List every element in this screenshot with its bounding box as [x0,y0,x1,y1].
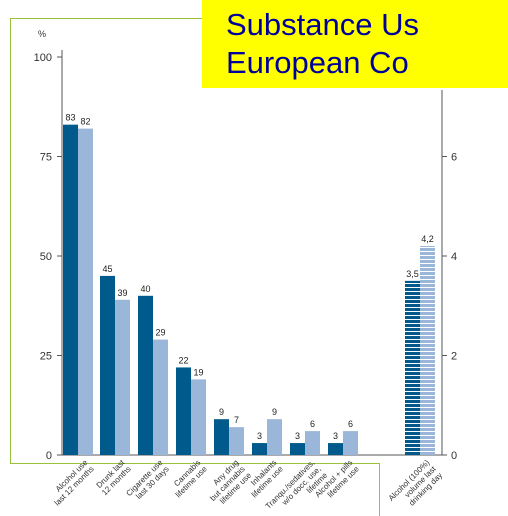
data-label-s2-c3: 29 [155,328,165,338]
right-tick-label-2: 2 [451,351,457,363]
right-tick-label-4: 4 [451,251,457,263]
frame-left-border [10,18,11,464]
data-label-s2-c7: 6 [310,419,315,429]
data-label-s1-c6: 3 [257,431,262,441]
data-label-s1-c3: 40 [140,284,150,294]
axes: % 0 25 50 75 100 0 2 4 6 [34,29,457,462]
bar-s1-c5 [214,419,229,455]
left-axis-unit: % [38,29,46,39]
bar-s1-c7 [290,443,305,455]
title-line-2: European Co [226,45,409,80]
data-label-s2-c1: 82 [80,117,90,127]
bar-s1-c3 [138,295,153,455]
data-label-s1-c2: 45 [102,264,112,274]
bar-s2-c9 [420,246,435,455]
data-label-s1-c1: 83 [65,113,75,123]
bars [63,124,435,455]
bar-s2-c5 [229,427,244,455]
right-tick-label-6: 6 [451,152,457,164]
bar-s1-c4 [176,367,191,455]
data-label-s2-c6: 9 [272,407,277,417]
frame-right-border [379,463,380,516]
bar-s2-c6 [267,419,282,455]
bar-s2-c2 [115,299,130,455]
title-line-1: Substance Us [226,7,419,42]
bar-s2-c4 [191,379,206,455]
title-box: Substance Us European Co [202,0,508,88]
data-label-s2-c5: 7 [234,415,239,425]
data-label-s1-c9: 3,5 [406,269,419,279]
bar-s2-c7 [305,431,320,455]
bar-s1-c8 [328,443,343,455]
left-tick-label-0: 0 [46,450,52,462]
bar-s2-c1 [78,128,93,455]
bar-s2-c3 [153,339,168,455]
bar-s1-c6 [252,443,267,455]
data-label-s1-c5: 9 [219,407,224,417]
left-tick-label-75: 75 [40,152,52,164]
bar-s1-c2 [100,275,115,455]
left-tick-label-25: 25 [40,351,52,363]
bar-s1-c9 [405,280,420,455]
data-label-s1-c8: 3 [333,431,338,441]
data-label-s2-c2: 39 [117,288,127,298]
data-label-s2-c9: 4,2 [421,234,434,244]
left-tick-label-100: 100 [34,52,52,64]
bar-s1-c1 [63,124,78,455]
data-label-s1-c4: 22 [178,355,188,365]
data-label-s2-c8: 6 [348,419,353,429]
frame-bottom-border [10,463,380,464]
data-label-s1-c7: 3 [295,431,300,441]
left-tick-label-50: 50 [40,251,52,263]
frame-top-border [10,18,202,19]
data-label-s2-c4: 19 [193,367,203,377]
bar-s2-c8 [343,431,358,455]
right-tick-label-0: 0 [451,450,457,462]
